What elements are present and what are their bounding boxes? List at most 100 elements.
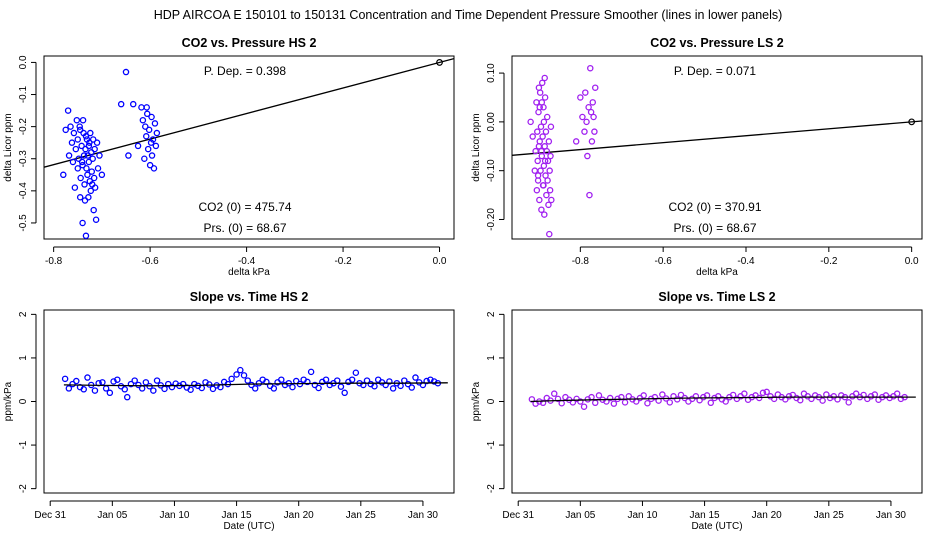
data-point bbox=[541, 211, 548, 218]
data-point bbox=[534, 157, 541, 165]
data-point bbox=[714, 393, 722, 400]
data-point bbox=[91, 184, 99, 191]
data-point bbox=[80, 152, 88, 159]
data-point bbox=[94, 165, 102, 172]
data-point bbox=[74, 136, 82, 143]
data-point bbox=[534, 128, 541, 135]
data-point bbox=[81, 197, 89, 204]
data-point bbox=[541, 74, 548, 82]
data-point bbox=[830, 393, 838, 400]
data-point bbox=[134, 142, 142, 150]
data-point bbox=[248, 381, 255, 389]
data-point bbox=[315, 384, 322, 392]
data-point bbox=[527, 118, 534, 126]
data-point bbox=[722, 398, 729, 405]
data-point bbox=[540, 182, 547, 189]
data-point bbox=[539, 133, 546, 140]
data-point bbox=[412, 374, 419, 381]
y-tick-label: 1 bbox=[18, 355, 29, 361]
data-point bbox=[408, 384, 416, 391]
data-point bbox=[141, 155, 148, 162]
data-point bbox=[135, 381, 142, 389]
data-point bbox=[82, 145, 89, 153]
chart-title: CO2 vs. Pressure HS 2 bbox=[182, 36, 317, 50]
data-point bbox=[538, 206, 545, 213]
x-axis-label: delta kPa bbox=[696, 267, 738, 278]
data-point bbox=[419, 381, 427, 389]
data-point bbox=[659, 391, 666, 398]
data-point bbox=[88, 149, 95, 156]
x-tick-label: -0.4 bbox=[238, 256, 256, 267]
data-point bbox=[144, 145, 152, 153]
data-point bbox=[129, 100, 137, 108]
data-point bbox=[544, 177, 551, 184]
data-point bbox=[90, 206, 97, 214]
data-point bbox=[143, 110, 151, 118]
data-point bbox=[77, 174, 84, 182]
pdep-annotation: P. Dep. = 0.071 bbox=[674, 64, 757, 78]
y-axis-label: delta Licor ppm bbox=[471, 113, 482, 181]
data-point bbox=[123, 393, 131, 401]
data-point bbox=[538, 79, 546, 87]
data-point bbox=[148, 152, 156, 159]
data-point bbox=[146, 161, 154, 169]
x-tick-label: Jan 15 bbox=[222, 510, 252, 521]
data-point bbox=[595, 392, 603, 399]
data-point bbox=[84, 152, 92, 159]
data-point bbox=[382, 381, 389, 389]
data-point bbox=[79, 161, 86, 169]
chart-hs-time: Slope vs. Time HS 2 Dec 31 Jan 05 Jan 10 Jan… bbox=[3, 290, 455, 532]
data-point bbox=[161, 385, 168, 393]
data-point bbox=[153, 377, 161, 384]
data-point bbox=[89, 155, 96, 162]
data-point bbox=[538, 147, 545, 155]
data-point bbox=[572, 138, 580, 145]
data-point bbox=[117, 382, 125, 390]
data-point bbox=[148, 113, 155, 121]
data-point bbox=[651, 393, 659, 401]
data-point bbox=[70, 129, 78, 137]
data-point bbox=[546, 167, 553, 174]
chart-ls-pressure: CO2 vs. Pressure LS 2 -0.8 -0.6 -0.4 -0.2 0.0… bbox=[471, 36, 923, 278]
origin-point bbox=[436, 59, 443, 66]
data-point bbox=[64, 107, 72, 114]
chart-title: Slope vs. Time HS 2 bbox=[190, 290, 309, 304]
data-point bbox=[142, 379, 150, 386]
co2-zero-annotation: CO2 (0) = 475.74 bbox=[198, 200, 291, 214]
data-point bbox=[537, 123, 545, 131]
data-point bbox=[558, 399, 565, 407]
data-point bbox=[543, 191, 550, 199]
data-point bbox=[322, 376, 330, 383]
data-point bbox=[90, 174, 98, 182]
x-tick-label: Dec 31 bbox=[502, 510, 534, 521]
data-point bbox=[535, 84, 543, 91]
data-point bbox=[673, 396, 681, 403]
data-point bbox=[121, 386, 129, 393]
data-point bbox=[278, 376, 285, 383]
x-tick-label: Dec 31 bbox=[34, 510, 66, 521]
data-layer bbox=[61, 366, 448, 401]
data-point bbox=[179, 380, 187, 388]
x-tick-label: Jan 10 bbox=[159, 510, 189, 521]
x-tick-label: -0.8 bbox=[572, 256, 590, 267]
plot-frame bbox=[43, 309, 455, 494]
x-tick-label: 0.0 bbox=[905, 256, 919, 267]
data-point bbox=[341, 389, 348, 397]
plot-frame bbox=[511, 309, 923, 494]
data-point bbox=[589, 99, 597, 106]
plot-frame bbox=[511, 55, 923, 240]
y-tick-label: -2 bbox=[486, 484, 497, 493]
data-point bbox=[73, 377, 80, 385]
data-point bbox=[84, 171, 91, 179]
data-layer bbox=[512, 64, 922, 238]
data-point bbox=[531, 167, 539, 174]
data-point bbox=[583, 118, 590, 126]
data-point bbox=[82, 133, 90, 140]
data-point bbox=[73, 116, 81, 124]
data-point bbox=[82, 232, 90, 239]
data-point bbox=[65, 385, 73, 392]
y-tick-label: 0.0 bbox=[18, 55, 29, 69]
data-point bbox=[423, 377, 430, 385]
data-point bbox=[404, 380, 412, 388]
data-point bbox=[770, 395, 778, 403]
